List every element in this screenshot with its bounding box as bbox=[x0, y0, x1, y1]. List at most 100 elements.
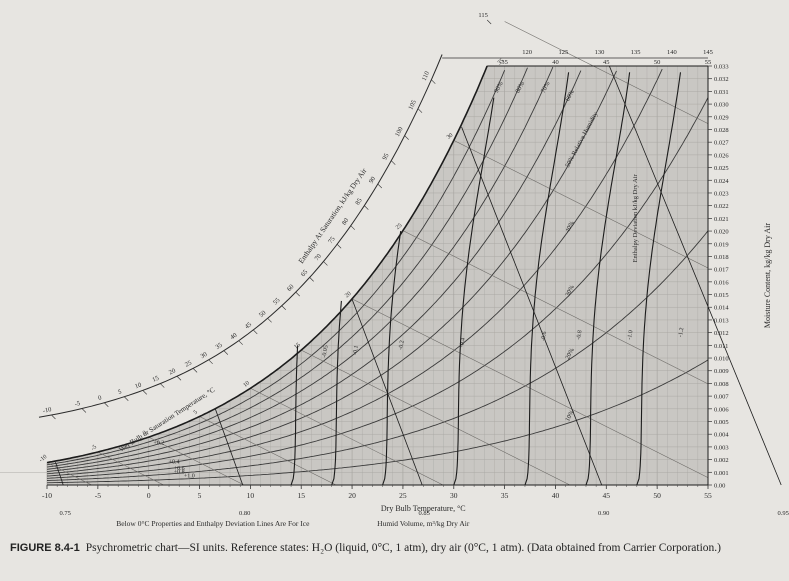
y-tick-label: 0.027 bbox=[714, 140, 729, 147]
rh-curve bbox=[46, 230, 709, 481]
rh-curve bbox=[46, 70, 506, 466]
enthalpy-scale-line bbox=[38, 54, 443, 418]
enthalpy-tick-label: 80 bbox=[341, 217, 350, 226]
enthalpy-tick bbox=[176, 376, 182, 381]
x-axis-label: Dry Bulb Temperature, °C bbox=[381, 504, 466, 513]
enthalpy-deviation-label: +0.4 bbox=[169, 459, 180, 465]
wet-bulb-tick-label: 0 bbox=[142, 430, 148, 437]
x-tick-label: 0 bbox=[147, 491, 151, 500]
y-tick-label: 0.026 bbox=[714, 152, 729, 159]
enthalpy-tick bbox=[81, 408, 87, 413]
enthalpy-deviation-label: +1.0 bbox=[184, 473, 195, 479]
enthalpy-deviation-curve bbox=[382, 231, 402, 486]
wet-bulb-tick-label: 15 bbox=[293, 342, 301, 350]
enthalpy-tick bbox=[323, 261, 328, 266]
enthalpy-tick bbox=[417, 108, 423, 113]
y-tick-label: 0.004 bbox=[714, 432, 729, 439]
wet-bulb-line bbox=[46, 462, 92, 486]
enthalpy-tick bbox=[281, 305, 286, 310]
y-tick-label: 0.014 bbox=[714, 305, 729, 312]
humid-volume-line bbox=[608, 65, 782, 486]
wet-bulb-tick-label: 35 bbox=[497, 58, 505, 66]
enthalpy-top-tick-label: 130 bbox=[595, 49, 605, 56]
enthalpy-tick-label: -5 bbox=[74, 400, 81, 408]
enthalpy-tick bbox=[124, 396, 129, 401]
enthalpy-deviation-label: -0.1 bbox=[352, 345, 360, 355]
figure-caption-text: Psychrometric chart—SI units. Reference … bbox=[85, 542, 722, 554]
figure-number: FIGURE 8.4-1 bbox=[10, 542, 80, 554]
humid-volume-tick-label: 0.95 bbox=[778, 510, 789, 517]
enthalpy-tick bbox=[223, 350, 229, 355]
enthalpy-tick-label: 45 bbox=[244, 321, 253, 331]
x-tick-label: 20 bbox=[348, 491, 356, 500]
enthalpy-deviation-label: -1.2 bbox=[678, 327, 686, 337]
enthalpy-tick-label: -10 bbox=[42, 406, 52, 415]
wet-bulb-line bbox=[504, 21, 709, 124]
enthalpy-tick bbox=[192, 368, 198, 373]
enthalpy-tick-label: 70 bbox=[314, 253, 324, 262]
wet-bulb-line bbox=[148, 436, 245, 486]
y-tick-label: 0.019 bbox=[714, 241, 729, 248]
wet-bulb-line bbox=[402, 230, 709, 385]
enthalpy-tick bbox=[404, 135, 409, 140]
y-tick-label: 0.030 bbox=[714, 102, 729, 109]
enthalpy-top-tick-label: 145 bbox=[703, 49, 713, 56]
y-tick-label: 0.016 bbox=[714, 279, 729, 286]
x-tick-label: 35 bbox=[501, 491, 509, 500]
enthalpy-tick bbox=[142, 390, 148, 395]
enthalpy-tick-label: 10 bbox=[134, 382, 143, 391]
enthalpy-tick-label: 25 bbox=[184, 359, 193, 368]
enthalpy-tick-label: 40 bbox=[229, 332, 238, 341]
enthalpy-deviation-label: -0.8 bbox=[576, 330, 584, 340]
enthalpy-tick bbox=[391, 160, 396, 165]
humid-volume-axis-label: Humid Volume, m³/kg Dry Air bbox=[377, 519, 470, 528]
x-tick-label: 25 bbox=[399, 491, 407, 500]
enthalpy-tick-label: 60 bbox=[286, 283, 296, 293]
y-tick-label: 0.028 bbox=[714, 127, 729, 134]
humid-volume-line bbox=[461, 126, 603, 486]
x-tick-label: 50 bbox=[653, 491, 661, 500]
enthalpy-tick bbox=[267, 318, 272, 323]
enthalpy-tick-label: 35 bbox=[214, 342, 223, 351]
wet-bulb-line bbox=[301, 349, 571, 486]
enthalpy-tick-label: 100 bbox=[394, 126, 405, 138]
chart-area bbox=[47, 66, 708, 485]
enthalpy-tick bbox=[377, 183, 383, 189]
x-tick-label: 10 bbox=[247, 491, 255, 500]
enthalpy-deviation-curve bbox=[585, 72, 631, 486]
enthalpy-tick-label: 50 bbox=[258, 309, 267, 319]
y-tick-label: 0.002 bbox=[714, 457, 729, 464]
enthalpy-tick bbox=[364, 205, 369, 210]
x-tick-label: -5 bbox=[95, 491, 101, 500]
wet-bulb-line bbox=[250, 388, 444, 486]
saturation-curve bbox=[46, 65, 488, 464]
y-tick-label: 0.012 bbox=[714, 330, 729, 337]
top-temperature-label: 40 bbox=[552, 59, 559, 66]
wet-bulb-tick-label: 25 bbox=[395, 223, 403, 231]
wet-bulb-tick-label: 10 bbox=[243, 380, 251, 388]
y-tick-label: 0.017 bbox=[714, 267, 729, 274]
enthalpy-top-tick-label: 120 bbox=[522, 49, 532, 56]
enthalpy-tick bbox=[431, 79, 436, 84]
rh-curve bbox=[46, 359, 709, 484]
y-tick-label: 0.021 bbox=[714, 216, 729, 223]
enthalpy-tick-label: 85 bbox=[354, 197, 363, 206]
enthalpy-deviation-label: +0.6 bbox=[174, 466, 185, 472]
enthalpy-deviation-label: -0.2 bbox=[398, 340, 406, 350]
enthalpy-top-tick-label: 140 bbox=[667, 49, 677, 56]
enthalpy-deviation-axis-label: Enthalpy Deviation kJ/kg Dry Air bbox=[632, 173, 639, 262]
y-tick-label: 0.001 bbox=[714, 470, 729, 477]
enthalpy-deviation-curve bbox=[290, 345, 299, 486]
x-tick-label: 30 bbox=[450, 491, 458, 500]
enthalpy-tick-label: 105 bbox=[407, 99, 417, 111]
enthalpy-tick bbox=[350, 225, 355, 230]
enthalpy-deviation-label: -0.6 bbox=[541, 331, 549, 341]
enthalpy-deviation-curve bbox=[636, 72, 682, 486]
enthalpy-tick-label: 65 bbox=[300, 269, 310, 279]
top-temperature-label: 45 bbox=[603, 59, 610, 66]
enthalpy-deviation-label: -0.4 bbox=[459, 337, 467, 347]
y-tick-label: 0.024 bbox=[714, 178, 729, 185]
enthalpy-tick bbox=[51, 414, 56, 420]
